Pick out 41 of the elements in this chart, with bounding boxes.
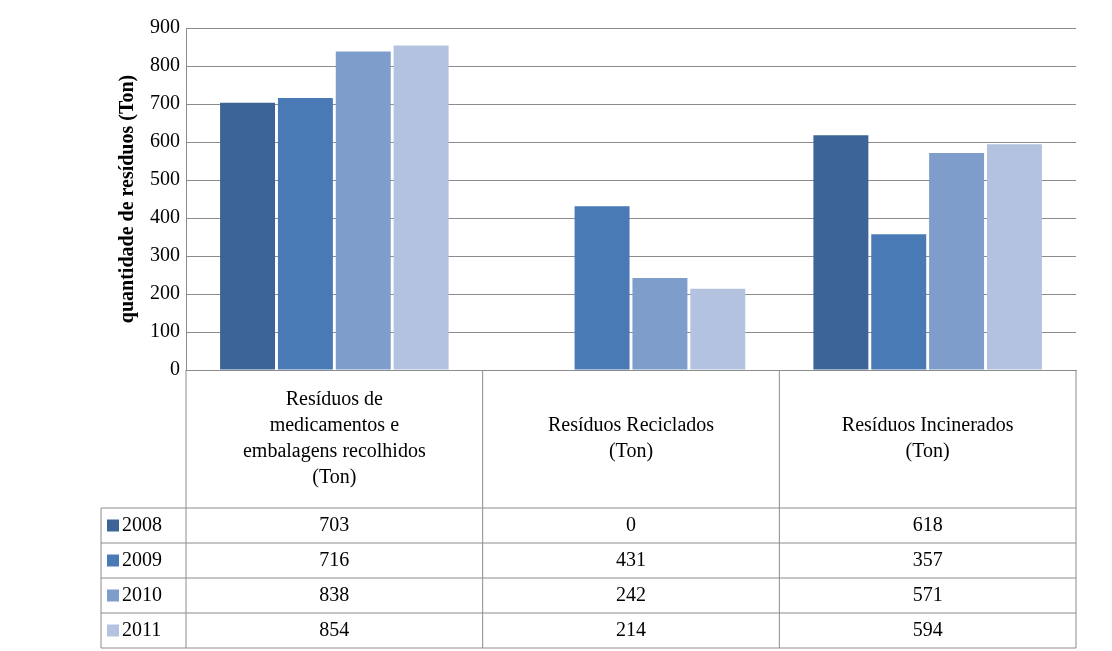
data-label: 594: [912, 617, 943, 640]
y-tick-label: 400: [150, 205, 180, 228]
y-tick-label: 0: [170, 357, 180, 380]
data-label: 571: [912, 582, 943, 605]
data-label: 854: [319, 617, 350, 640]
data-label: 716: [319, 547, 350, 570]
legend-label: 2008: [122, 512, 162, 535]
y-tick-label: 700: [150, 91, 180, 114]
y-tick-label: 500: [150, 167, 180, 190]
y-tick-label: 900: [150, 15, 180, 38]
bar: [929, 153, 985, 370]
data-label: 357: [912, 547, 943, 570]
bar: [393, 45, 449, 370]
bar: [632, 278, 688, 370]
bar: [813, 135, 869, 370]
bar: [690, 288, 746, 370]
x-tick-label: Resíduos Reciclados (Ton): [547, 413, 715, 463]
data-label: 838: [319, 582, 350, 605]
y-tick-label: 200: [150, 281, 180, 304]
bar: [277, 97, 333, 370]
data-label: 431: [616, 547, 646, 570]
y-axis-title: quantidade de resíduos (Ton): [115, 74, 139, 324]
y-tick-label: 300: [150, 243, 180, 266]
legend-label: 2009: [122, 547, 162, 570]
data-label: 242: [616, 582, 646, 605]
data-label: 703: [319, 512, 350, 535]
x-tick-label: Resíduos Incinerados (Ton): [841, 413, 1014, 463]
bar: [986, 144, 1042, 370]
y-tick-label: 100: [150, 319, 180, 342]
data-label: 0: [626, 512, 636, 535]
bar: [574, 206, 630, 370]
y-tick-label: 600: [150, 129, 180, 152]
x-tick-label: Resíduos de medicamentos e embalagens recolhidos (Ton): [242, 387, 426, 489]
bar: [871, 234, 927, 370]
bar: [335, 51, 391, 370]
legend-label: 2010: [122, 582, 162, 605]
data-label: 214: [616, 617, 646, 640]
y-tick-label: 800: [150, 53, 180, 76]
legend-label: 2011: [122, 617, 162, 640]
bar: [220, 102, 276, 370]
data-label: 618: [912, 512, 943, 535]
